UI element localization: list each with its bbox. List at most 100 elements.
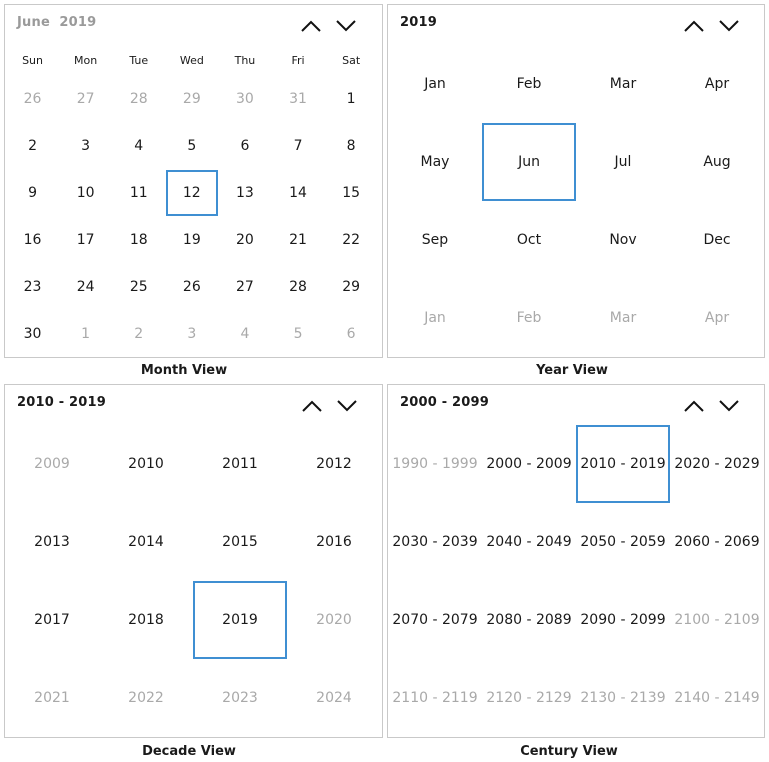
decade-cell-selected[interactable]: 2010 - 2019 <box>576 425 670 503</box>
century-view-header[interactable]: 2000 - 2099 <box>400 395 490 410</box>
next-century-button[interactable] <box>717 397 741 415</box>
month-cell[interactable]: Nov <box>609 232 637 248</box>
month-cell[interactable]: Apr <box>704 76 730 92</box>
month-cell[interactable]: Sep <box>421 232 449 248</box>
decade-cell[interactable]: 1990 - 1999 <box>392 456 478 472</box>
decade-cell[interactable]: 2040 - 2049 <box>486 534 572 550</box>
day-cell[interactable]: 18 <box>129 231 148 248</box>
month-cell[interactable]: Apr <box>704 310 730 326</box>
decade-cell[interactable]: 2060 - 2069 <box>674 534 760 550</box>
day-cell[interactable]: 27 <box>236 278 254 295</box>
day-cell[interactable]: 29 <box>342 278 361 295</box>
day-cell[interactable]: 31 <box>289 90 307 107</box>
day-cell[interactable]: 1 <box>81 325 91 342</box>
month-cell[interactable]: Feb <box>516 310 542 326</box>
day-cell[interactable]: 30 <box>236 90 254 107</box>
decade-cell[interactable]: 2140 - 2149 <box>674 690 760 706</box>
month-cell[interactable]: Mar <box>609 76 637 92</box>
year-cell[interactable]: 2017 <box>34 612 70 628</box>
day-cell[interactable]: 29 <box>182 90 201 107</box>
decade-cell[interactable]: 2120 - 2129 <box>486 690 572 706</box>
day-cell[interactable]: 25 <box>129 278 148 295</box>
day-cell-selected[interactable]: 12 <box>165 169 218 216</box>
month-cell[interactable]: Mar <box>609 310 637 326</box>
year-cell[interactable]: 2009 <box>34 456 70 472</box>
year-cell[interactable]: 2021 <box>34 690 70 706</box>
prev-century-button[interactable] <box>682 397 706 415</box>
prev-month-button[interactable] <box>299 17 323 35</box>
day-cell[interactable]: 23 <box>23 278 42 295</box>
day-cell[interactable]: 13 <box>236 184 254 201</box>
day-cell[interactable]: 2 <box>134 325 144 342</box>
decade-view-header[interactable]: 2010 - 2019 <box>17 395 107 410</box>
month-view-header[interactable]: June 2019 <box>17 15 96 30</box>
decade-cell[interactable]: 2090 - 2099 <box>580 612 666 628</box>
next-decade-button[interactable] <box>335 397 359 415</box>
year-cell[interactable]: 2022 <box>128 690 164 706</box>
day-cell[interactable]: 24 <box>76 278 95 295</box>
day-cell[interactable]: 5 <box>187 137 197 154</box>
day-cell[interactable]: 3 <box>187 325 197 342</box>
year-cell[interactable]: 2010 <box>128 456 164 472</box>
day-cell[interactable]: 26 <box>182 278 201 295</box>
year-cell[interactable]: 2024 <box>316 690 352 706</box>
year-cell[interactable]: 2011 <box>222 456 258 472</box>
next-year-button[interactable] <box>717 17 741 35</box>
decade-cell[interactable]: 2000 - 2009 <box>486 456 572 472</box>
day-cell[interactable]: 21 <box>289 231 307 248</box>
day-cell[interactable]: 30 <box>23 325 42 342</box>
month-cell[interactable]: Aug <box>703 154 731 170</box>
decade-cell[interactable]: 2110 - 2119 <box>392 690 478 706</box>
day-cell[interactable]: 10 <box>76 184 95 201</box>
day-cell[interactable]: 26 <box>23 90 42 107</box>
day-cell[interactable]: 7 <box>293 137 303 154</box>
year-cell[interactable]: 2020 <box>316 612 352 628</box>
year-cell-selected[interactable]: 2019 <box>193 581 287 659</box>
month-cell[interactable]: Oct <box>516 232 542 248</box>
year-cell[interactable]: 2012 <box>316 456 352 472</box>
year-cell[interactable]: 2018 <box>128 612 164 628</box>
year-cell[interactable]: 2013 <box>34 534 70 550</box>
month-cell[interactable]: Feb <box>516 76 542 92</box>
year-view-header[interactable]: 2019 <box>400 15 437 30</box>
decade-cell[interactable]: 2130 - 2139 <box>580 690 666 706</box>
day-cell[interactable]: 17 <box>76 231 95 248</box>
decade-cell[interactable]: 2030 - 2039 <box>392 534 478 550</box>
day-cell[interactable]: 28 <box>289 278 307 295</box>
day-cell[interactable]: 1 <box>346 90 356 107</box>
day-cell[interactable]: 27 <box>76 90 95 107</box>
decade-cell[interactable]: 2070 - 2079 <box>392 612 478 628</box>
year-cell[interactable]: 2016 <box>316 534 352 550</box>
month-cell[interactable]: Jan <box>424 310 446 326</box>
day-cell[interactable]: 5 <box>293 325 303 342</box>
day-cell[interactable]: 16 <box>23 231 42 248</box>
day-cell[interactable]: 6 <box>346 325 356 342</box>
day-cell[interactable]: 11 <box>129 184 148 201</box>
day-cell[interactable]: 19 <box>182 231 201 248</box>
day-cell[interactable]: 4 <box>134 137 144 154</box>
day-cell[interactable]: 3 <box>81 137 91 154</box>
next-month-button[interactable] <box>334 17 358 35</box>
day-cell[interactable]: 9 <box>28 184 37 201</box>
year-cell[interactable]: 2023 <box>222 690 258 706</box>
decade-cell[interactable]: 2020 - 2029 <box>674 456 760 472</box>
day-cell[interactable]: 2 <box>28 137 37 154</box>
decade-cell[interactable]: 2080 - 2089 <box>486 612 572 628</box>
day-cell[interactable]: 6 <box>240 137 250 154</box>
month-cell[interactable]: Jan <box>424 76 446 92</box>
day-cell[interactable]: 28 <box>129 90 148 107</box>
day-cell[interactable]: 14 <box>289 184 307 201</box>
day-cell[interactable]: 20 <box>236 231 254 248</box>
decade-cell[interactable]: 2050 - 2059 <box>580 534 666 550</box>
year-cell[interactable]: 2015 <box>222 534 258 550</box>
day-cell[interactable]: 4 <box>240 325 250 342</box>
month-cell[interactable]: May <box>420 154 450 170</box>
day-cell[interactable]: 8 <box>346 137 356 154</box>
year-cell[interactable]: 2014 <box>128 534 164 550</box>
month-cell-selected[interactable]: Jun <box>482 123 576 201</box>
day-cell[interactable]: 22 <box>342 231 361 248</box>
month-cell[interactable]: Dec <box>703 232 731 248</box>
day-cell[interactable]: 15 <box>342 184 361 201</box>
prev-decade-button[interactable] <box>300 397 324 415</box>
prev-year-button[interactable] <box>682 17 706 35</box>
